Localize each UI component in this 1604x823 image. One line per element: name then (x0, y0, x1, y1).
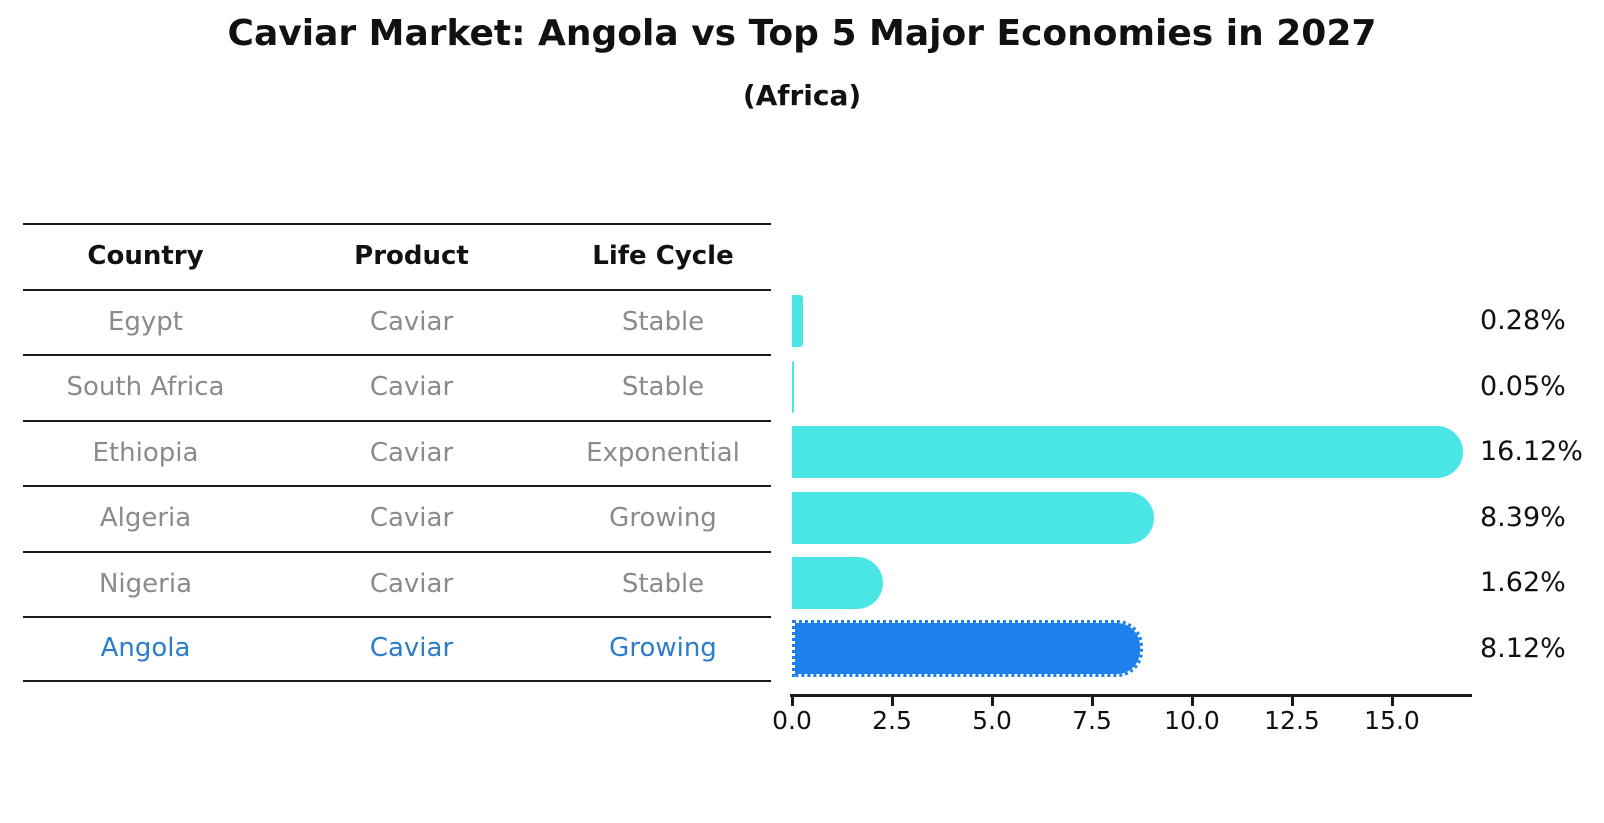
table-cell-country: Ethiopia (92, 437, 199, 468)
bar-value-label: 16.12% (1480, 436, 1583, 467)
table-cell-country: Angola (100, 633, 191, 664)
table-cell-product: Caviar (369, 503, 454, 534)
x-axis-tick-label: 5.0 (972, 706, 1012, 735)
table-cell-country: Algeria (99, 503, 192, 534)
x-axis-tick (891, 697, 894, 706)
table-row: Algeria Caviar Growing (23, 485, 771, 551)
bar (792, 426, 1463, 478)
table-row: Ethiopia Caviar Exponential (23, 419, 771, 486)
bar-value-label: 1.62% (1480, 567, 1566, 598)
col-header-product: Product (354, 241, 469, 272)
x-axis-tick-label: 0.0 (772, 706, 812, 735)
bar-value-label: 8.12% (1480, 633, 1566, 664)
chart-title: Caviar Market: Angola vs Top 5 Major Eco… (227, 13, 1377, 54)
table-cell-country: Nigeria (98, 568, 193, 599)
x-axis-tick (1291, 697, 1294, 706)
chart-subtitle: (Africa) (742, 79, 862, 112)
table-cell-product: Caviar (369, 633, 454, 664)
bar (792, 492, 1154, 544)
table-row: Nigeria Caviar Stable (23, 550, 771, 617)
table-row: Egypt Caviar Stable (23, 288, 771, 355)
table-cell-country: Egypt (107, 306, 184, 337)
table-cell-product: Caviar (369, 437, 454, 468)
col-header-life-cycle: Life Cycle (592, 241, 734, 272)
table-cell-life-cycle: Stable (621, 372, 705, 403)
bar (792, 295, 803, 347)
x-axis-tick-label: 10.0 (1164, 706, 1220, 735)
x-axis-tick-label: 2.5 (872, 706, 912, 735)
table-row: South Africa Caviar Stable (23, 354, 771, 420)
bar-value-label: 8.39% (1480, 502, 1566, 533)
bar-value-label: 0.28% (1480, 305, 1566, 336)
x-axis-tick (1391, 697, 1394, 706)
bar (792, 361, 794, 413)
table-cell-life-cycle: Growing (609, 633, 717, 664)
x-axis-tick-label: 12.5 (1264, 706, 1320, 735)
table-cell-product: Caviar (369, 306, 454, 337)
table-header-row: Country Product Life Cycle (23, 223, 771, 289)
bar-highlighted (792, 620, 1143, 677)
x-axis-tick-label: 7.5 (1072, 706, 1112, 735)
x-axis-line (790, 694, 1472, 697)
bar-value-label: 0.05% (1480, 371, 1566, 402)
x-axis-tick-label: 15.0 (1364, 706, 1420, 735)
table-cell-product: Caviar (369, 568, 454, 599)
table-cell-life-cycle: Stable (621, 306, 705, 337)
table-cell-life-cycle: Exponential (586, 437, 740, 468)
table-row: Angola Caviar Growing (23, 616, 771, 682)
x-axis-tick (791, 697, 794, 706)
x-axis-tick (1191, 697, 1194, 706)
table-cell-life-cycle: Stable (621, 568, 705, 599)
x-axis-tick (1091, 697, 1094, 706)
table-cell-life-cycle: Growing (609, 503, 717, 534)
country-table: Country Product Life Cycle Egypt Caviar St… (23, 223, 771, 682)
table-cell-country: South Africa (66, 372, 225, 403)
col-header-country: Country (87, 241, 204, 272)
bar (792, 557, 883, 609)
table-cell-product: Caviar (369, 372, 454, 403)
x-axis-tick (991, 697, 994, 706)
